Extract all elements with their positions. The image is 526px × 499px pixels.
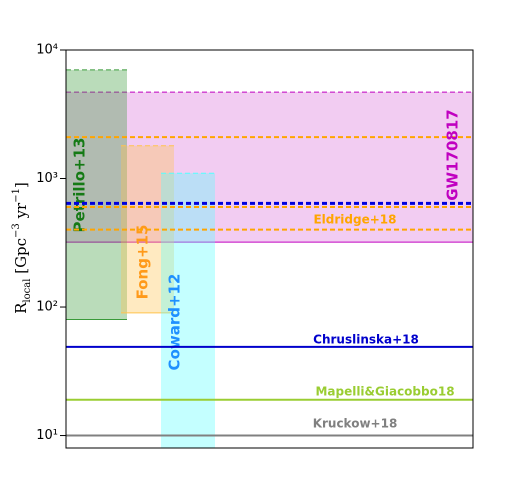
y-label-part: −1 bbox=[11, 188, 22, 203]
box bbox=[161, 173, 215, 448]
line-label: Eldridge+18 bbox=[313, 213, 396, 227]
y-tick-label: 10³ bbox=[36, 171, 58, 186]
box-label: Fong+15 bbox=[134, 225, 152, 300]
line-label: Mapelli&Giacobbo18 bbox=[315, 385, 454, 399]
y-label-part: [Gpc bbox=[12, 238, 30, 279]
line-label: Chruslinska+18 bbox=[313, 333, 419, 347]
y-label-part: −3 bbox=[11, 223, 22, 238]
plot-frame bbox=[65, 49, 474, 449]
y-tick-label: 10² bbox=[36, 300, 58, 315]
y-tick-label: 10⁴ bbox=[36, 43, 58, 58]
line-label: Kruckow+18 bbox=[313, 417, 398, 431]
band bbox=[66, 92, 473, 243]
y-label-part: ] bbox=[12, 182, 30, 188]
box-label: Petrillo+13 bbox=[71, 138, 89, 233]
y-axis-label: Rlocal [Gpc−3 yr−1] bbox=[11, 182, 33, 314]
band-label: GW170817 bbox=[444, 109, 462, 200]
box bbox=[66, 69, 127, 320]
y-label-part: local bbox=[22, 279, 33, 303]
y-tick-label: 10¹ bbox=[36, 428, 58, 443]
box-label: Coward+12 bbox=[166, 274, 184, 371]
y-label-part: yr bbox=[12, 202, 30, 223]
y-label-part: R bbox=[12, 302, 30, 314]
